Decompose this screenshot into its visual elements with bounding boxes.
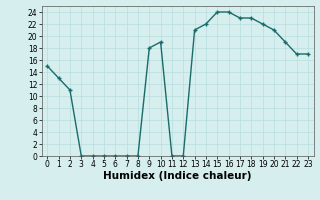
X-axis label: Humidex (Indice chaleur): Humidex (Indice chaleur) (103, 171, 252, 181)
